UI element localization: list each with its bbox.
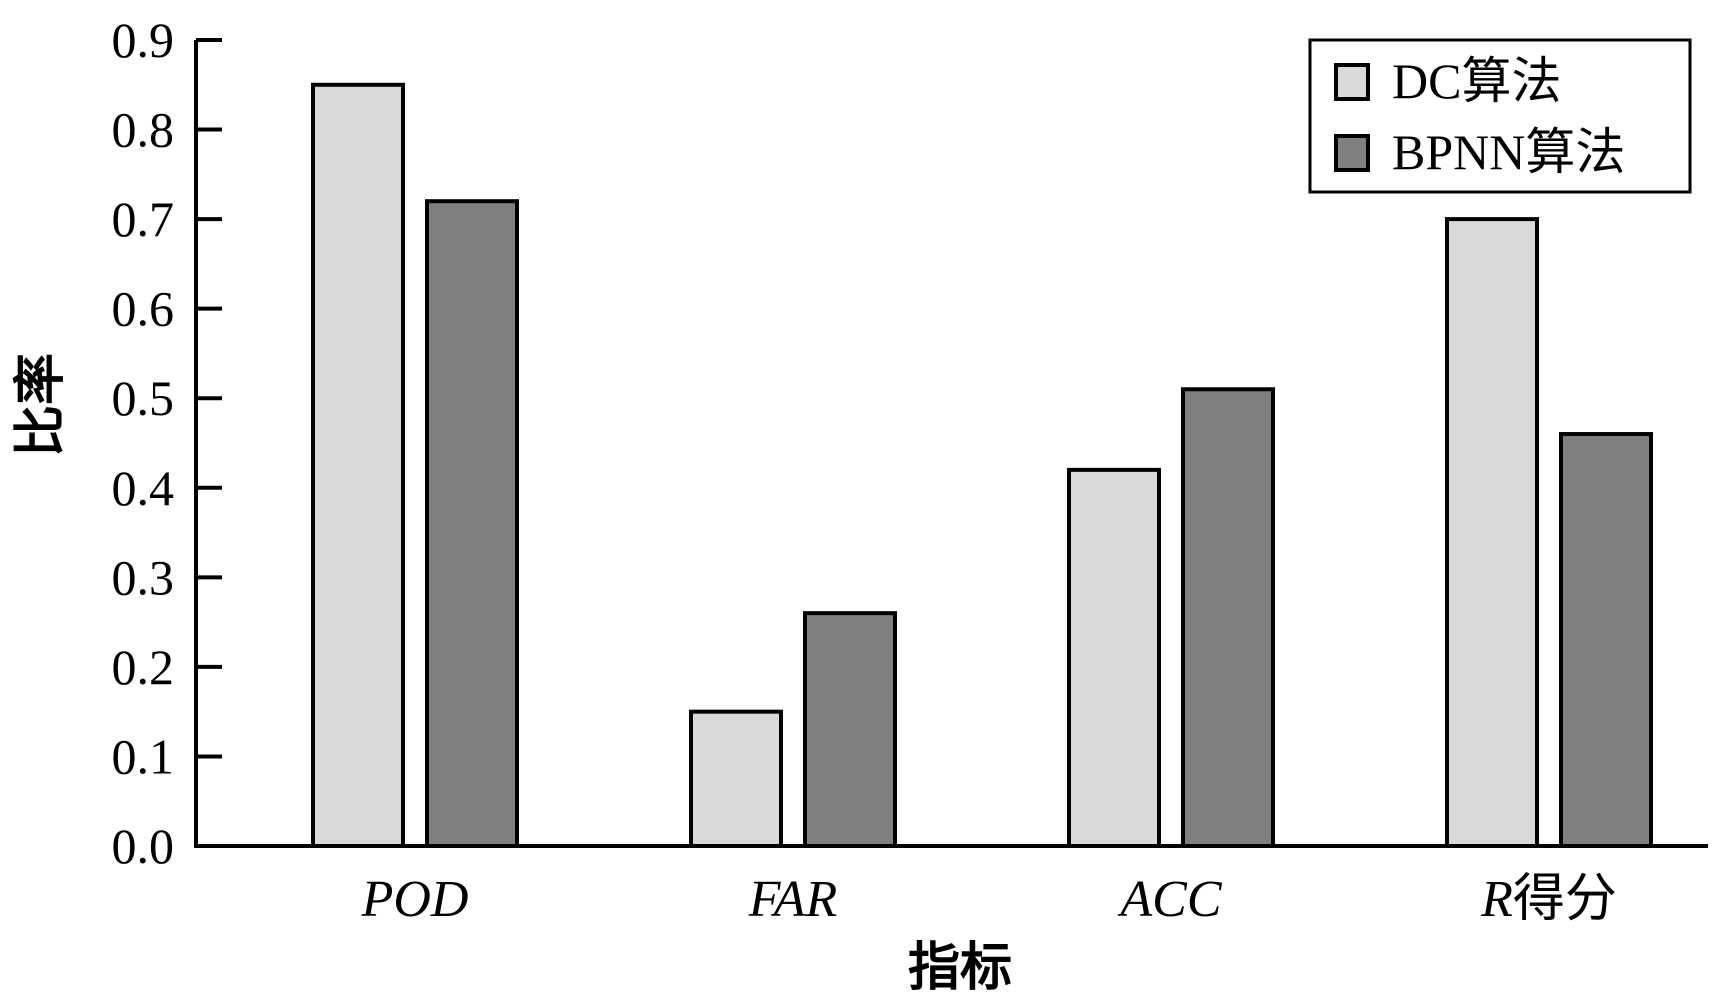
y-tick-label: 0.8 [112,102,175,158]
y-axis-title: 比率 [11,353,71,457]
bar-dc-3 [1445,217,1539,849]
axes-layer [194,40,1708,848]
bar-dc-2 [1067,467,1161,848]
x-category-label: ACC [1117,871,1222,928]
legend: DC算法 BPNN算法 [1308,38,1692,194]
y-tick-label: 0.0 [112,818,175,874]
legend-label-dc: DC算法 [1392,53,1561,109]
bar-bpnn-3 [1559,432,1653,848]
legend-swatch-dc [1334,63,1370,101]
y-ticks-layer: 0.0 0.1 0.2 0.3 0.4 0.5 0.6 0.7 0.8 0.9 [112,12,222,874]
x-category-label: FAR [748,871,838,928]
legend-box [1308,38,1692,194]
x-axis-title: 指标 [908,938,1012,998]
y-tick-label: 0.4 [112,460,175,516]
x-categories-layer: POD FAR ACC R得分 [361,869,1617,929]
x-category-label: POD [361,871,469,928]
y-tick-label: 0.6 [112,281,175,337]
bar-dc-1 [689,709,783,849]
bars-layer [311,82,1653,849]
legend-label-bpnn: BPNN算法 [1392,124,1625,180]
bar-bpnn-2 [1181,387,1275,848]
y-tick-label: 0.3 [112,549,175,605]
y-tick-label: 0.9 [112,12,175,68]
bar-dc-0 [311,82,405,849]
y-tick-label: 0.2 [112,639,175,695]
bar-bpnn-1 [803,611,897,849]
bar-bpnn-0 [425,199,519,848]
legend-swatch-bpnn [1334,134,1370,172]
y-tick-label: 0.7 [112,191,175,247]
x-category-label: R得分 [1480,869,1617,929]
y-tick-label: 0.1 [112,728,175,784]
y-tick-label: 0.5 [112,370,175,426]
